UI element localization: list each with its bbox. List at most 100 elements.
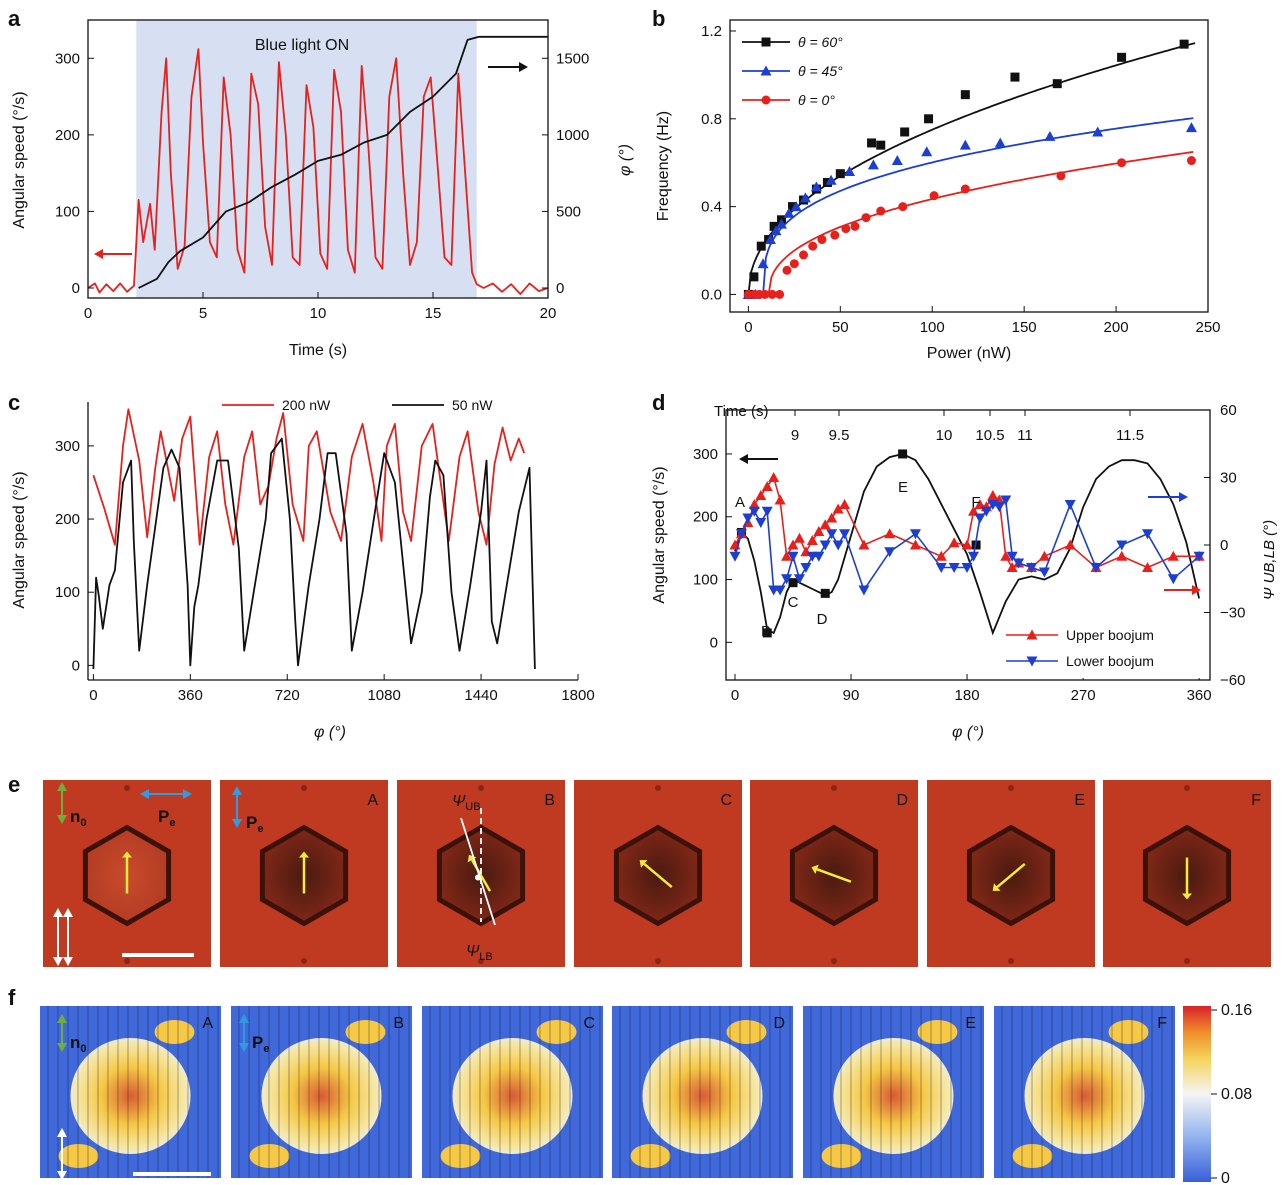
n0-label: n0 xyxy=(70,807,87,829)
x-tick-label: 360 xyxy=(178,687,203,704)
data-point xyxy=(1013,558,1025,569)
orientation-arrow xyxy=(816,868,852,883)
frame-label: F xyxy=(1251,792,1261,809)
panel-c-xticks: 0 360 720 1080 1440 1800 xyxy=(89,674,595,704)
data-point xyxy=(826,529,838,540)
data-point xyxy=(959,139,971,150)
data-point xyxy=(929,191,939,201)
panel-c-axes xyxy=(87,402,578,681)
data-point xyxy=(948,563,960,573)
point-label: F xyxy=(971,494,980,511)
y-tick-label: 0.8 xyxy=(701,111,722,128)
panel-b-xlabel: Power (nW) xyxy=(927,345,1011,362)
legend-label: Lower boojum xyxy=(1066,653,1154,669)
data-point xyxy=(921,146,933,157)
panel-a-letter: a xyxy=(8,6,21,31)
micrograph-frame: B xyxy=(397,780,565,967)
data-point xyxy=(783,207,795,218)
y2-tick-label: −60 xyxy=(1220,672,1245,689)
boojum-dot xyxy=(124,785,130,791)
y-tick-label: 100 xyxy=(693,572,718,589)
y2-tick-label: 0 xyxy=(1220,537,1228,554)
data-point xyxy=(960,90,970,100)
director-field-frame: D xyxy=(612,1006,793,1178)
data-point xyxy=(876,206,886,216)
data-point xyxy=(1000,495,1012,506)
data-point xyxy=(858,539,870,550)
panel-c-xlabel: φ (°) xyxy=(314,724,346,741)
data-point xyxy=(935,563,947,573)
orientation-arrow xyxy=(643,862,673,889)
frame-label: A xyxy=(367,792,378,809)
panel-a-y2label: φ (°) xyxy=(617,144,634,176)
orientation-arrow xyxy=(996,862,1026,889)
data-point xyxy=(762,628,772,638)
data-point xyxy=(909,539,921,550)
data-point xyxy=(735,529,747,540)
micrograph-frame: D xyxy=(750,780,918,967)
psi-lb-label: ΨLB xyxy=(466,943,493,963)
data-point xyxy=(825,174,837,185)
panel-b-legend: θ = 60° θ = 45° θ = 0° xyxy=(742,34,843,108)
data-point xyxy=(808,241,818,251)
data-point xyxy=(1000,550,1012,561)
psi-ub-label: ΨUB xyxy=(452,793,481,813)
data-point xyxy=(748,506,760,517)
director-field-frame: C xyxy=(422,1006,603,1178)
y2-tick-label: −30 xyxy=(1220,605,1245,622)
data-point xyxy=(769,221,779,231)
x-tick-label: 50 xyxy=(832,319,849,336)
boojum-lobe xyxy=(536,1020,577,1044)
legend-label: θ = 45° xyxy=(798,63,843,79)
scale-bar xyxy=(122,953,194,957)
colorbar xyxy=(1183,1006,1211,1182)
y-tick-label: 0 xyxy=(710,634,718,651)
boojum-lobe xyxy=(1108,1020,1149,1044)
point-label: A xyxy=(735,494,745,511)
colorbar-tick-label: 0 xyxy=(1221,1170,1230,1185)
y2-tick-label: 30 xyxy=(1220,470,1237,487)
frame-label: C xyxy=(583,1015,595,1032)
y2-tick-label: 1000 xyxy=(556,127,589,144)
speed-line xyxy=(734,453,1200,636)
y-tick-label: 0.4 xyxy=(701,199,722,216)
boojum-lobe xyxy=(58,1144,99,1168)
data-point xyxy=(799,192,811,203)
x-tick-label: 20 xyxy=(540,305,557,322)
order-blob xyxy=(70,1038,191,1154)
data-point xyxy=(900,127,910,137)
y-tick-label: 200 xyxy=(55,511,80,528)
blue-light-region xyxy=(136,20,477,298)
y-tick-label: 0 xyxy=(72,280,80,297)
panel-e-frames: A B C D E F xyxy=(43,780,1271,967)
panel-c-plot xyxy=(92,408,536,670)
data-point xyxy=(787,539,799,550)
data-point xyxy=(1056,171,1066,181)
data-point xyxy=(980,506,992,517)
data-point xyxy=(793,574,805,585)
right-arrow-icon xyxy=(1164,585,1201,595)
data-point xyxy=(1142,529,1154,540)
y-tick-label: 200 xyxy=(693,509,718,526)
legend-bg xyxy=(1000,620,1205,678)
director-field-frame: B xyxy=(231,1006,412,1178)
center-dot xyxy=(475,874,481,881)
boojum-dot xyxy=(831,785,837,791)
data-point xyxy=(781,574,793,585)
data-point xyxy=(891,155,903,166)
point-label: C xyxy=(788,594,799,611)
boojum-dot xyxy=(478,958,484,964)
data-point xyxy=(1116,540,1128,551)
panel-d-plot xyxy=(729,449,1205,638)
pe-arrow-icon xyxy=(239,1014,249,1052)
series-line xyxy=(92,437,536,670)
pe-label: Pe xyxy=(158,807,175,829)
data-point xyxy=(884,528,896,539)
boojum-lobe xyxy=(1012,1144,1053,1168)
micrograph-frame: C xyxy=(574,780,742,967)
x-tick-label: 250 xyxy=(1195,319,1220,336)
x-tick-label: 200 xyxy=(1104,319,1129,336)
data-point xyxy=(1117,52,1127,62)
panel-b-yticks: 0.0 0.4 0.8 1.2 xyxy=(701,23,736,303)
panel-d-legend: Upper boojum Lower boojum xyxy=(1000,620,1205,678)
